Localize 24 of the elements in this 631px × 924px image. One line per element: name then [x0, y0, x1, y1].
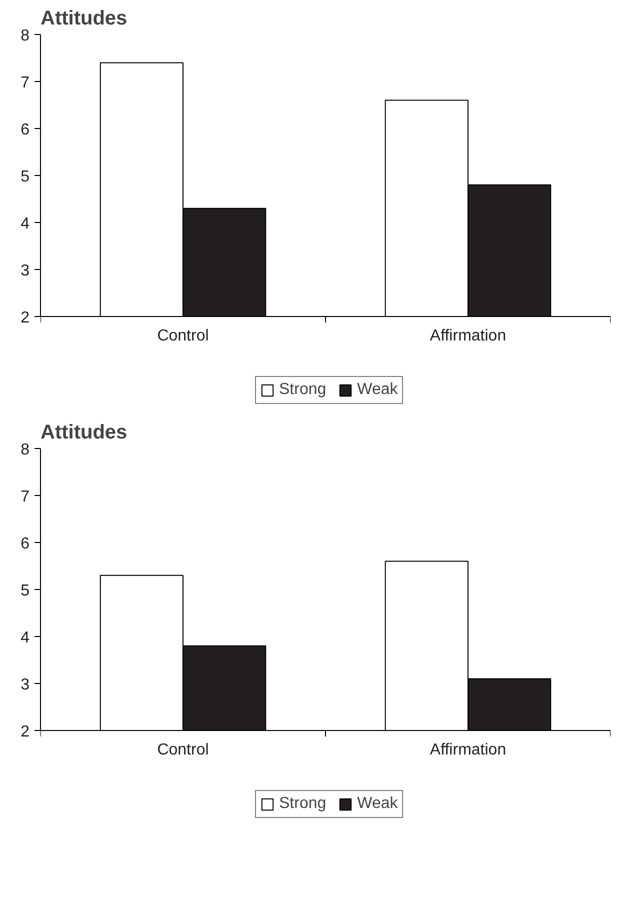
y-tick-label: 4	[20, 215, 30, 232]
chart-title: Attitudes	[40, 422, 128, 444]
y-tick-label: 3	[20, 676, 30, 694]
y-tick-label: 8	[20, 442, 30, 458]
legend-label: Weak	[357, 795, 398, 813]
legend-label: Weak	[357, 381, 398, 399]
y-tick-label: 8	[20, 28, 30, 44]
y-tick-label: 4	[20, 629, 30, 646]
x-tick-label: Control	[157, 327, 209, 344]
y-tick-label: 3	[20, 262, 30, 280]
y-tick-label: 6	[20, 121, 30, 138]
y-tick-label: 6	[20, 535, 30, 552]
chart-title: Attitudes	[40, 8, 128, 30]
y-tick-label: 5	[20, 168, 30, 186]
y-tick-label: 7	[20, 74, 30, 92]
x-tick-label: Control	[157, 741, 209, 758]
x-tick-label: Affirmation	[430, 741, 506, 758]
y-tick-label: 7	[20, 488, 30, 506]
x-tick-label: Affirmation	[430, 327, 506, 344]
legend-label: Strong	[279, 795, 326, 813]
y-tick-label: 2	[20, 309, 30, 326]
y-tick-label: 5	[20, 582, 30, 600]
y-tick-label: 2	[20, 723, 30, 740]
legend-label: Strong	[279, 381, 326, 399]
